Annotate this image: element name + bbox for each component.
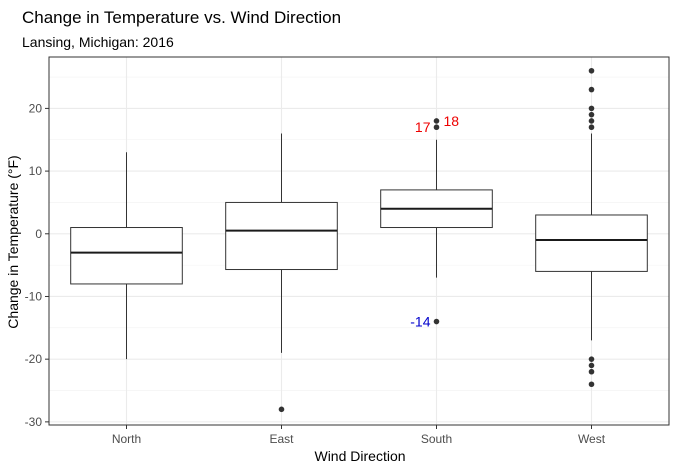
y-tick-label: -30 bbox=[25, 415, 43, 429]
iqr-box bbox=[535, 214, 648, 272]
outlier-annotation: -14 bbox=[410, 314, 430, 330]
y-tick-label: -20 bbox=[25, 352, 43, 366]
outlier-point bbox=[588, 381, 595, 388]
iqr-box bbox=[70, 227, 183, 285]
chart-title: Change in Temperature vs. Wind Direction bbox=[22, 8, 341, 27]
box-west bbox=[535, 67, 648, 388]
y-tick-label: -10 bbox=[25, 289, 43, 303]
annotations: 17 18 -14 bbox=[410, 113, 459, 330]
y-tick-label: 10 bbox=[29, 164, 43, 178]
iqr-box bbox=[225, 201, 338, 271]
outlier-point bbox=[588, 118, 595, 124]
x-axis: North East South West bbox=[112, 425, 606, 446]
plot-panel bbox=[48, 56, 670, 426]
x-tick-label: North bbox=[112, 432, 141, 446]
x-tick-label: West bbox=[578, 432, 606, 446]
outlier-point bbox=[588, 362, 595, 369]
outlier-point bbox=[588, 86, 595, 93]
outlier-point bbox=[588, 111, 595, 118]
y-tick-label: 20 bbox=[29, 101, 43, 115]
outlier-point bbox=[278, 406, 285, 413]
chart-subtitle: Lansing, Michigan: 2016 bbox=[22, 34, 174, 50]
outlier-point bbox=[433, 118, 440, 124]
outlier-point bbox=[588, 67, 595, 74]
boxes bbox=[70, 67, 648, 413]
box-south bbox=[380, 118, 493, 325]
outlier-point bbox=[588, 124, 595, 131]
outlier-point bbox=[433, 318, 440, 325]
x-tick-label: South bbox=[421, 432, 452, 446]
x-axis-title: Wind Direction bbox=[314, 448, 405, 464]
y-axis: -30 -20 -10 0 10 20 bbox=[25, 101, 49, 429]
outlier-annotation: 18 bbox=[444, 113, 460, 129]
box-north bbox=[70, 152, 183, 360]
outlier-point bbox=[433, 124, 440, 131]
outlier-point bbox=[588, 105, 595, 112]
x-tick-label: East bbox=[269, 432, 294, 446]
outlier-point bbox=[588, 356, 595, 362]
y-tick-label: 0 bbox=[35, 227, 42, 241]
y-axis-title: Change in Temperature (°F) bbox=[5, 155, 21, 328]
outlier-point bbox=[588, 368, 595, 375]
box-east bbox=[225, 133, 338, 413]
outlier-annotation: 17 bbox=[415, 119, 431, 135]
